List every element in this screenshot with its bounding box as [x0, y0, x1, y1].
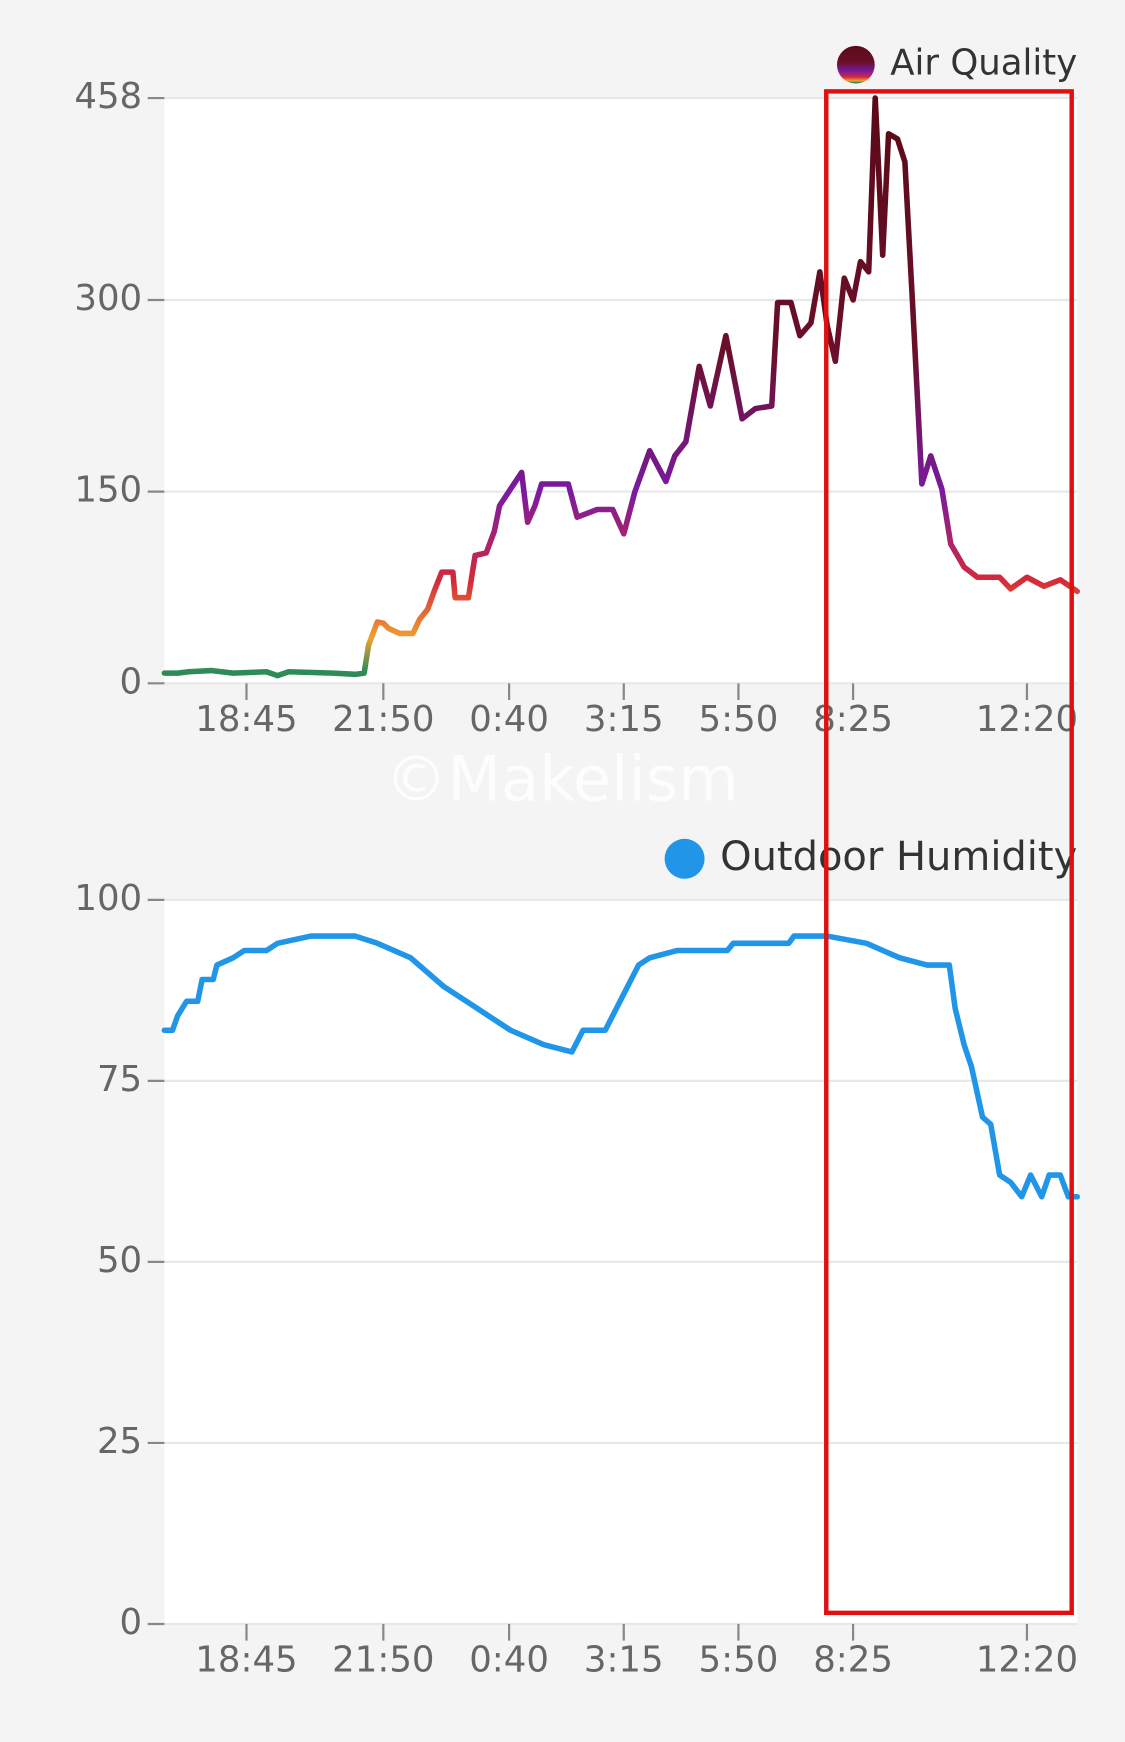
watermark: ©Makelism	[385, 742, 739, 815]
x-tick-label: 12:20	[976, 699, 1078, 740]
x-tick-label: 8:25	[813, 1640, 893, 1681]
data-line	[161, 95, 1081, 679]
y-tick-label: 25	[97, 1421, 142, 1462]
y-tick-label: 75	[97, 1059, 142, 1100]
legend-swatch	[664, 838, 705, 879]
plot-area	[164, 98, 1078, 684]
x-tick-label: 21:50	[332, 699, 434, 740]
x-tick-label: 3:15	[584, 699, 664, 740]
x-tick-label: 0:40	[469, 699, 549, 740]
x-tick-label: 0:40	[469, 1640, 549, 1681]
x-tick-label: 5:50	[699, 1640, 779, 1681]
y-tick-label: 0	[120, 661, 143, 702]
x-tick-label: 12:20	[976, 1640, 1078, 1681]
legend-label: Air Quality	[890, 43, 1077, 84]
legend-swatch	[836, 45, 875, 84]
x-tick-label: 18:45	[195, 1640, 297, 1681]
y-tick-label: 300	[74, 278, 142, 319]
legend-label: Outdoor Humidity	[720, 834, 1077, 880]
y-tick-label: 458	[74, 76, 142, 117]
x-tick-label: 18:45	[195, 699, 297, 740]
y-tick-label: 50	[97, 1240, 142, 1281]
y-tick-label: 150	[74, 470, 142, 511]
x-tick-label: 5:50	[699, 699, 779, 740]
x-tick-label: 21:50	[332, 1640, 434, 1681]
y-tick-label: 100	[74, 878, 142, 919]
highlight-box	[824, 89, 1074, 1616]
x-tick-label: 3:15	[584, 1640, 664, 1681]
data-line	[161, 933, 1081, 1200]
y-tick-label: 0	[120, 1602, 143, 1643]
